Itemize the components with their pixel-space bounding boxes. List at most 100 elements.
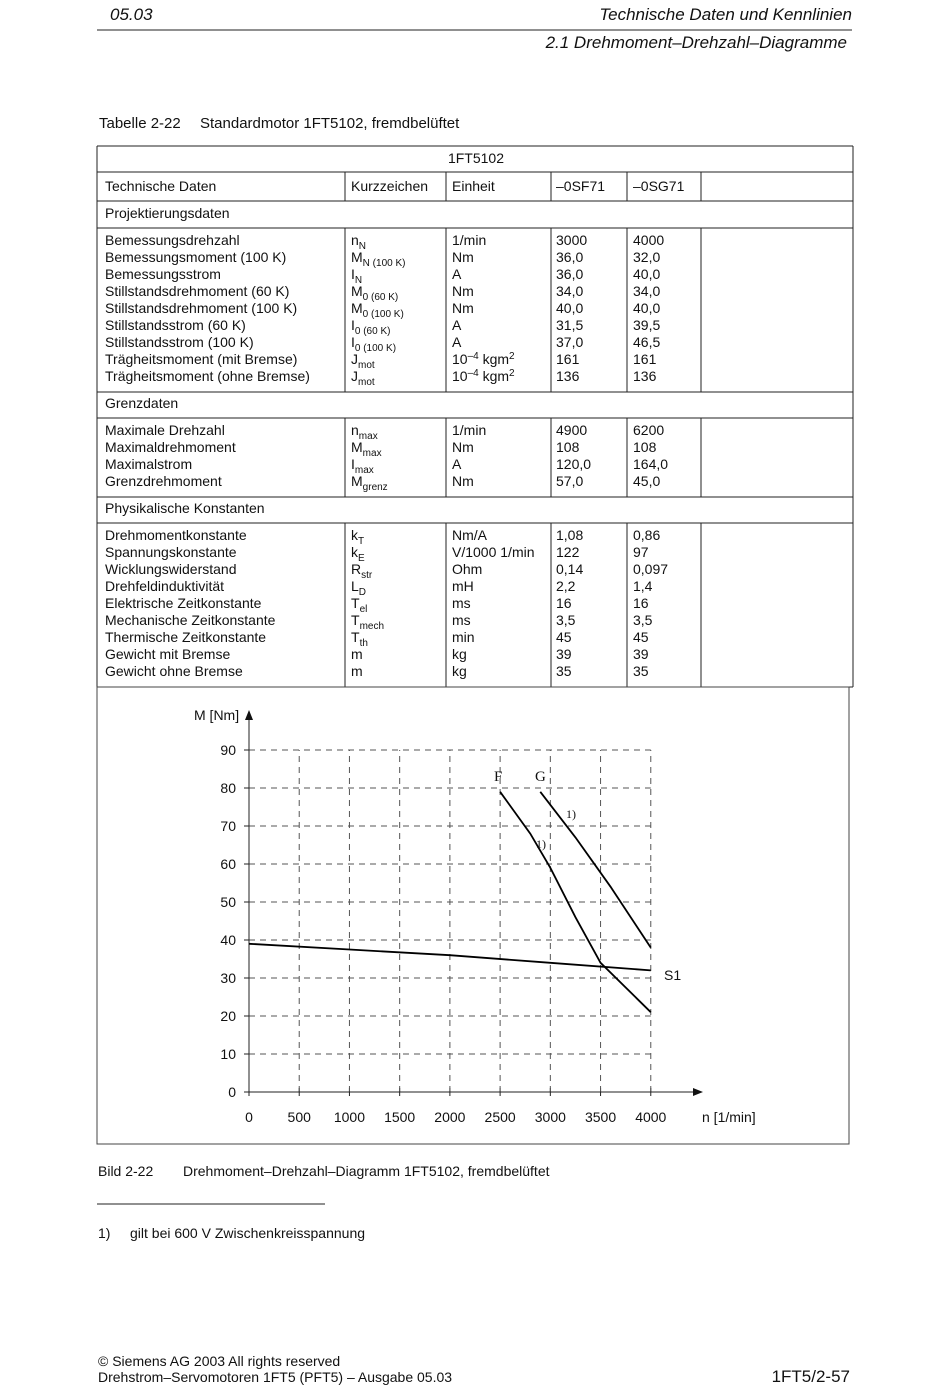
cell-value: 16 [633,595,649,611]
cell-value: 37,0 [556,334,583,350]
cell-text: M0 (100 K) [351,300,404,320]
cell-text: min [452,629,475,645]
cell-value: 2,2 [556,578,576,594]
cell-text: J [351,351,358,367]
cell-text: R [351,561,361,577]
y-tick-label: 40 [220,932,236,948]
x-axis-arrow [693,1088,703,1096]
cell-value: 4000 [633,232,664,248]
x-tick-label: 3000 [535,1109,566,1125]
cell-text: kg [452,663,467,679]
cell-value: 32,0 [633,249,660,265]
cell-text: k [351,544,359,560]
cell-text: Mmax [351,439,382,459]
cell-value: 35 [633,663,649,679]
cell-value: 31,5 [556,317,583,333]
cell-value: 122 [556,544,580,560]
curve-label: S1 [664,967,681,983]
cell-text: L [351,578,359,594]
cell-text: T [351,629,360,645]
cell-text: Ohm [452,561,482,577]
cell-text: M [351,300,363,316]
row-label: Maximalstrom [105,456,192,472]
row-label: Bemessungsdrehzahl [105,232,240,248]
y-tick-label: 10 [220,1046,236,1062]
cell-value: 45 [633,629,649,645]
cell-text: I [351,334,355,350]
y-tick-label: 90 [220,742,236,758]
cell-text: 10 [452,351,468,367]
cell-text: Nm [452,283,474,299]
cell-value: 161 [633,351,657,367]
footnote-mark: 1) [98,1225,110,1241]
cell-value: 161 [556,351,580,367]
cell-value: 39 [556,646,572,662]
cell-text: M [351,249,363,265]
cell-text: n [351,232,359,248]
cell-text: M0 (60 K) [351,283,398,303]
cell-text: kg [452,663,467,679]
header-date: 05.03 [110,5,153,24]
cell-text: k [351,527,359,543]
cell-text: nmax [351,422,378,442]
cell-value: 136 [633,368,657,384]
cell-text: ms [452,612,471,628]
script-text: mech [360,621,384,632]
footnote-text: gilt bei 600 V Zwischenkreisspannung [130,1225,365,1241]
cell-text: kgm [479,368,509,384]
column-header: Kurzzeichen [351,178,428,194]
script-text: 0 (100 K) [363,309,404,320]
cell-value: 16 [556,595,572,611]
cell-text: 1/min [452,232,486,248]
cell-value: 40,0 [633,266,660,282]
cell-text: Ohm [452,561,482,577]
annotation: 1) [566,807,576,821]
row-label: Gewicht mit Bremse [105,646,230,662]
cell-text: kT [351,527,364,547]
script-text: mot [358,377,375,388]
script-text: grenz [363,482,388,493]
x-axis-label: n [1/min] [702,1109,756,1125]
cell-text: Nm [452,473,474,489]
cell-text: A [452,456,462,472]
cell-value: 6200 [633,422,664,438]
footer-copyright: © Siemens AG 2003 All rights reserved [98,1353,340,1369]
cell-value: 4900 [556,422,587,438]
cell-text: T [351,612,360,628]
curve [248,942,651,972]
row-label: Maximaldrehmoment [105,439,236,455]
x-tick-label: 2000 [434,1109,465,1125]
cell-text: LD [351,578,366,598]
cell-value: 1,08 [556,527,583,543]
cell-text: m [351,646,363,662]
row-label: Stillstandsstrom (60 K) [105,317,246,333]
cell-value: 108 [556,439,580,455]
group-header: 1FT5102 [448,150,504,166]
cell-value: 45,0 [633,473,660,489]
figure-caption: Drehmoment–Drehzahl–Diagramm 1FT5102, fr… [183,1163,550,1179]
x-tick-label: 1000 [334,1109,365,1125]
row-label: Maximale Drehzahl [105,422,225,438]
cell-value: 40,0 [633,300,660,316]
cell-text: A [452,334,462,350]
chart-frame [96,686,850,1145]
cell-value: 3000 [556,232,587,248]
section-title: Projektierungsdaten [105,205,230,221]
cell-text: Tel [351,595,367,615]
cell-text: 1/min [452,232,486,248]
row-label: Drehmomentkonstante [105,527,247,543]
cell-text: A [452,266,462,282]
cell-text: mH [452,578,474,594]
script-text: el [360,604,368,615]
cell-text: n [351,422,359,438]
cell-value: 1,4 [633,578,653,594]
cell-text: ms [452,595,471,611]
table-caption-number: Tabelle 2-22 [99,115,181,132]
cell-text: nN [351,232,366,252]
cell-value: 0,86 [633,527,660,543]
row-label: Drehfeldinduktivität [105,578,224,594]
cell-text: 1/min [452,422,486,438]
cell-text: I [351,317,355,333]
cell-text: m [351,663,363,679]
cell-text: MN (100 K) [351,249,405,269]
